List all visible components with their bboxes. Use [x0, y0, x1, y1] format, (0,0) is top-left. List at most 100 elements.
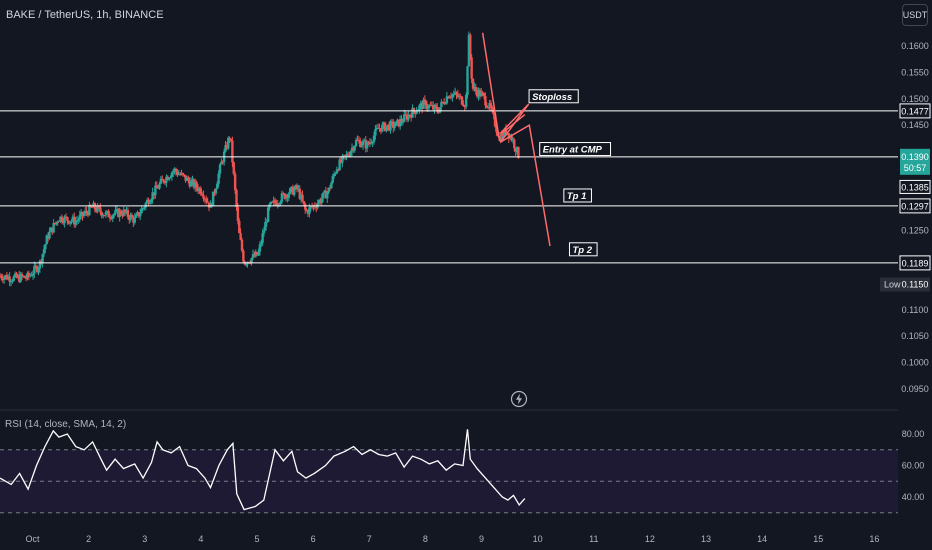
level-tag-label-2: 0.1297	[901, 201, 929, 211]
lightning-bolt-icon[interactable]	[510, 390, 528, 408]
candle-body-34	[45, 235, 48, 245]
candle-body-140	[191, 179, 194, 181]
countdown-label: 50:57	[904, 163, 927, 173]
candle-body-137	[187, 177, 190, 181]
candle-body-185	[253, 254, 256, 257]
candle-body-343	[470, 57, 473, 79]
candle-body-64	[86, 212, 90, 216]
candle-body-57	[77, 219, 80, 221]
candle-body-38	[51, 227, 54, 233]
candle-body-260	[356, 139, 359, 141]
candle-body-183	[250, 258, 253, 263]
candle-body-63	[85, 210, 88, 213]
candle-body-54	[73, 216, 76, 225]
candle-body-134	[183, 174, 186, 176]
candle-body-297	[407, 114, 410, 120]
candle-body-128	[174, 168, 178, 172]
candle-body-193	[264, 221, 267, 231]
candle-body-361	[495, 126, 498, 132]
candle-body-17	[22, 276, 25, 278]
candle-body-233	[319, 200, 322, 203]
candle-body-127	[173, 168, 176, 172]
candle-body-251	[343, 155, 347, 157]
candle-body-256	[350, 147, 354, 152]
candle-body-164	[224, 145, 227, 152]
candle-body-307	[420, 103, 424, 109]
candle-body-280	[383, 122, 387, 131]
candle-body-289	[396, 119, 399, 122]
candle-body-62	[84, 210, 87, 214]
candle-body-217	[297, 188, 300, 190]
candle-body-95	[129, 214, 132, 220]
annotation-box-0	[528, 89, 579, 104]
candle-body-30	[40, 260, 43, 263]
candle-body-98	[133, 217, 136, 223]
annotation-box-2	[563, 188, 592, 203]
candle-body-4	[4, 275, 7, 278]
candle-body-350	[480, 92, 483, 97]
price-tick-5: 0.1100	[902, 305, 929, 315]
rsi-tick-2: 40.00	[902, 492, 925, 502]
candle-body-376	[515, 146, 519, 152]
candle-body-49	[66, 216, 69, 221]
candle-body-317	[434, 105, 438, 108]
candle-body-191	[261, 233, 264, 243]
candle-body-373	[511, 139, 515, 141]
price-tick-6: 0.1050	[901, 331, 929, 341]
candle-body-272	[372, 135, 376, 142]
candle-body-220	[301, 194, 304, 202]
candle-body-273	[374, 129, 377, 136]
candle-body-291	[398, 119, 402, 127]
candle-body-235	[321, 192, 325, 199]
candle-body-199	[272, 200, 275, 202]
candle-body-186	[254, 251, 257, 257]
candle-body-46	[62, 221, 65, 224]
candle-body-106	[144, 202, 147, 208]
candle-body-50	[67, 220, 70, 224]
candle-body-351	[481, 92, 484, 94]
candle-body-268	[367, 141, 370, 145]
annotation-layer: Stoploss Entry at CMP Tp 1 Tp 2	[528, 89, 612, 257]
low-tag-prefix: Low	[884, 279, 901, 289]
candle-body-76	[103, 215, 106, 217]
candle-body-165	[225, 145, 229, 149]
currency-button[interactable]: USDT	[902, 4, 928, 26]
candle-body-75	[101, 215, 105, 217]
candle-body-202	[276, 203, 279, 206]
candle-body-282	[386, 124, 389, 127]
level-tag-label-0: 0.1477	[901, 106, 929, 116]
x-tick-11: 12	[645, 534, 655, 544]
candle-body-327	[448, 96, 451, 99]
candle-body-270	[370, 142, 373, 144]
candle-body-278	[381, 124, 384, 132]
x-tick-4: 5	[255, 534, 260, 544]
candle-body-338	[463, 106, 466, 108]
current-price-tag	[900, 148, 930, 175]
candle-body-130	[177, 173, 180, 175]
level-tag-box-3	[899, 255, 931, 271]
candle-body-132	[180, 173, 183, 175]
candle-body-2	[1, 278, 4, 281]
candle-body-323	[442, 102, 446, 104]
candle-body-29	[38, 260, 42, 269]
candle-body-117	[159, 178, 163, 184]
candle-body-115	[156, 187, 160, 189]
projection-segment-1	[501, 114, 526, 134]
candle-body-276	[378, 128, 381, 130]
candle-body-111	[151, 192, 154, 200]
candle-body-100	[136, 212, 139, 215]
candle-body-77	[104, 212, 108, 216]
candle-body-9	[11, 280, 14, 282]
candle-body-245	[335, 169, 339, 174]
candle-body-292	[400, 119, 403, 123]
candle-body-195	[266, 207, 270, 222]
price-tick-0: 0.1600	[901, 41, 929, 51]
candle-body-148	[202, 195, 205, 199]
candle-body-124	[169, 176, 172, 178]
candle-body-87	[118, 210, 121, 217]
candle-body-226	[309, 206, 312, 208]
price-tick-7: 0.1000	[901, 358, 929, 368]
candle-body-147	[200, 194, 204, 196]
candle-body-91	[123, 209, 127, 213]
